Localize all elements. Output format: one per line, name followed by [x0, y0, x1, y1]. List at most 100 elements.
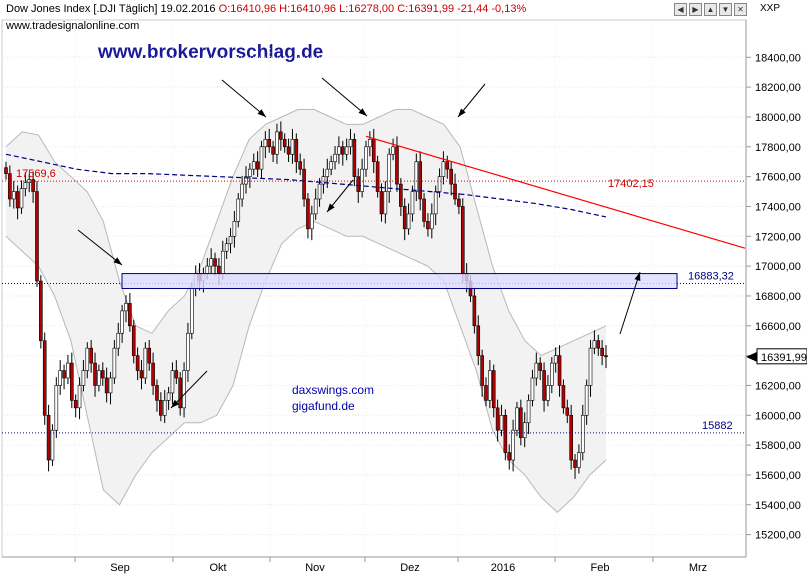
candle — [368, 131, 372, 157]
candle-body — [143, 347, 148, 379]
candle — [77, 377, 82, 420]
candle-body — [23, 182, 28, 189]
candle-body — [217, 265, 221, 274]
candle-body — [522, 422, 527, 438]
candle-body — [50, 429, 55, 461]
candle — [391, 138, 395, 161]
candle — [147, 339, 152, 371]
arrow-top-left-head — [257, 109, 266, 117]
candle-body — [4, 167, 8, 174]
candle — [364, 140, 368, 177]
candle-body — [596, 340, 601, 349]
candle-body — [445, 161, 450, 170]
candle — [166, 386, 171, 410]
candle — [251, 153, 256, 176]
candle-body — [251, 161, 256, 170]
candle-body — [15, 191, 20, 209]
candle — [286, 138, 291, 163]
candle-body — [356, 176, 361, 192]
candle — [31, 171, 35, 203]
candle — [213, 252, 217, 276]
candle-body — [317, 183, 322, 200]
candle — [383, 181, 388, 224]
candle-body — [11, 191, 16, 200]
candle-body — [255, 161, 260, 170]
candle — [561, 379, 566, 414]
arrow-nov-low-head — [327, 203, 335, 212]
candle — [155, 379, 159, 412]
candle-body — [480, 355, 484, 386]
candle-body — [410, 191, 415, 215]
arrow-right-icon[interactable]: ▶ — [689, 3, 702, 16]
candle — [337, 136, 341, 164]
candle-body — [240, 183, 244, 200]
candle — [42, 332, 47, 425]
y-tick-label: 16600,00 — [755, 321, 801, 333]
y-tick-label: 16000,00 — [755, 410, 801, 422]
x-tick-label: Sep — [110, 562, 130, 574]
candle-body — [271, 146, 275, 155]
candle-body — [147, 347, 152, 364]
candle — [124, 295, 128, 323]
x-tick-label: 2016 — [491, 562, 515, 574]
arrow-zone-left-head — [113, 257, 122, 265]
arrow-up-icon[interactable]: ▲ — [704, 3, 717, 16]
candle — [186, 322, 190, 382]
y-tick-label: 17800,00 — [755, 142, 801, 154]
support-zone — [121, 273, 678, 290]
candle — [19, 180, 24, 214]
candle-body — [418, 161, 422, 200]
candle-body — [46, 414, 51, 461]
candle-body — [348, 139, 353, 148]
candle-body — [54, 385, 59, 431]
candle — [495, 399, 500, 442]
arrow-sep-low-head — [171, 399, 180, 408]
candle-body — [313, 198, 318, 215]
candle-body — [460, 206, 465, 274]
candle-body — [81, 370, 86, 386]
candle-body — [395, 146, 399, 185]
x-tick-label: Okt — [209, 562, 226, 574]
candle — [298, 153, 302, 176]
candle — [62, 364, 66, 390]
arrow-down-icon[interactable]: ▼ — [719, 3, 732, 16]
candle-body — [39, 280, 43, 342]
candle — [387, 148, 392, 203]
y-tick-label: 18200,00 — [755, 82, 801, 94]
candle — [46, 404, 51, 472]
candle-body — [511, 429, 515, 461]
candle-body — [383, 191, 388, 215]
x-tick-label: Nov — [305, 562, 325, 574]
scale-label: XXP — [760, 3, 781, 14]
candle-body — [139, 370, 144, 379]
candle — [352, 133, 357, 187]
candle — [128, 292, 132, 332]
close-icon[interactable]: ✕ — [734, 3, 747, 16]
candle-body — [573, 459, 577, 468]
arrow-left-icon[interactable]: ◀ — [674, 3, 687, 16]
candle-body — [58, 370, 62, 386]
candle — [162, 389, 167, 424]
candle-body — [441, 161, 446, 177]
candle-body — [178, 377, 182, 409]
candle-body — [213, 258, 217, 267]
candle — [402, 198, 407, 241]
y-tick-label: 15600,00 — [755, 470, 801, 482]
candle-body — [433, 191, 438, 215]
candle-body — [364, 146, 368, 170]
chart-header: Dow Jones Index [.DJI Täglich] 19.02.201… — [0, 0, 807, 20]
candle-body — [437, 176, 442, 192]
candle-body — [422, 198, 426, 222]
candle-body — [414, 161, 419, 192]
candle — [228, 228, 233, 254]
candle — [170, 362, 175, 405]
candle-body — [248, 168, 252, 177]
candle-body — [449, 168, 453, 185]
candle — [15, 185, 20, 220]
candle — [23, 172, 28, 197]
candle — [116, 322, 121, 356]
arrow-up-feb — [619, 271, 641, 335]
candle — [580, 404, 585, 461]
candle-body — [321, 176, 326, 185]
